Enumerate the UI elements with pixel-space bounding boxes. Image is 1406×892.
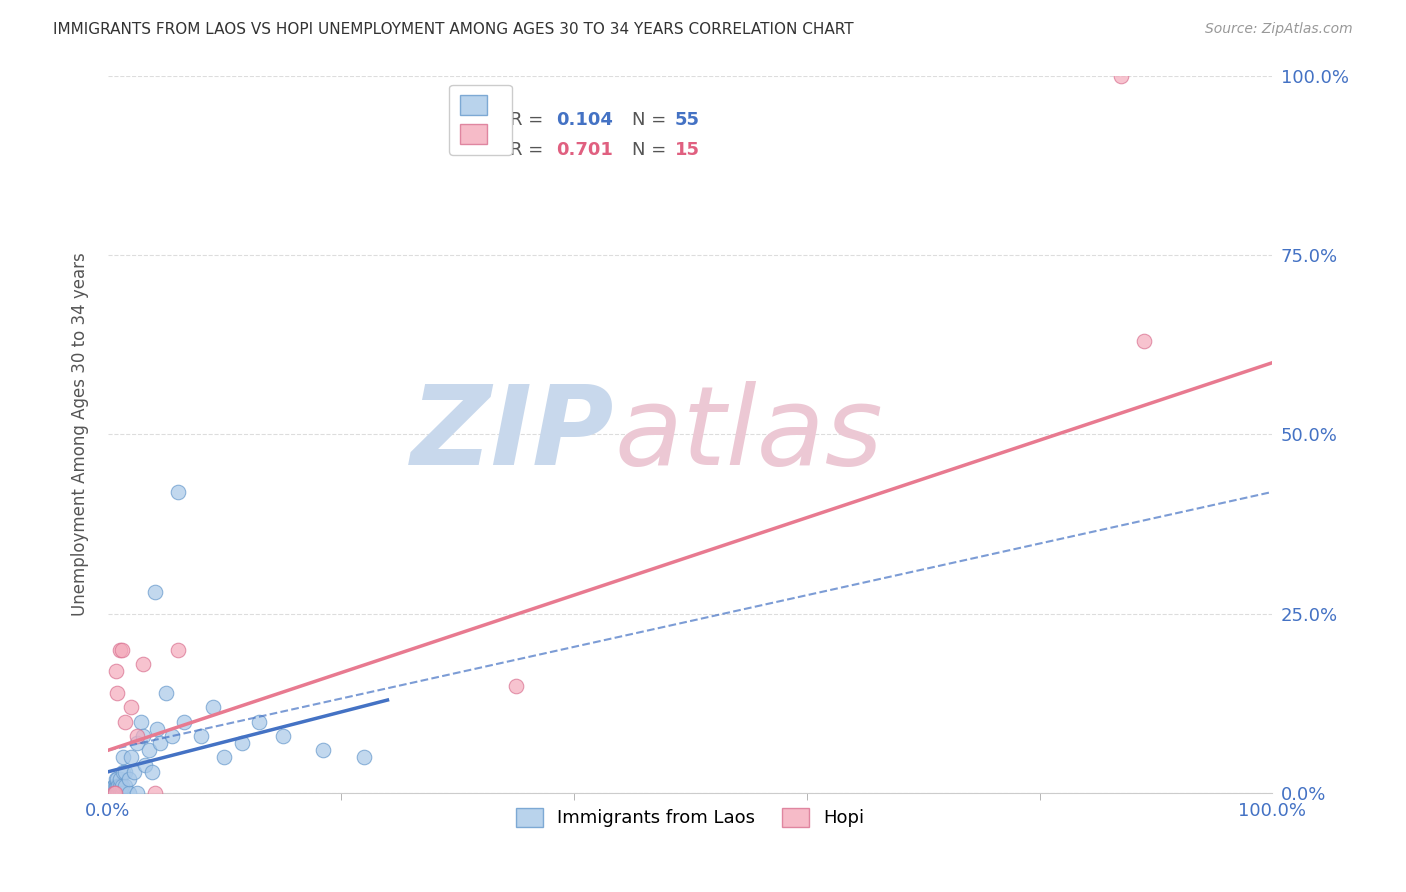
Point xyxy=(201,700,224,714)
Point xyxy=(190,729,212,743)
Point xyxy=(132,729,155,743)
Point xyxy=(105,786,128,800)
Point xyxy=(247,714,270,729)
Point xyxy=(143,585,166,599)
Point xyxy=(103,779,125,793)
Point xyxy=(127,786,149,800)
Point xyxy=(114,764,136,779)
Point xyxy=(108,779,131,793)
Point xyxy=(112,750,135,764)
Point xyxy=(1133,334,1156,348)
Text: atlas: atlas xyxy=(614,381,883,488)
Point xyxy=(146,722,169,736)
Point xyxy=(112,764,135,779)
Point xyxy=(103,786,125,800)
Point xyxy=(120,700,142,714)
Text: Source: ZipAtlas.com: Source: ZipAtlas.com xyxy=(1205,22,1353,37)
Point xyxy=(105,665,128,679)
Text: 0.701: 0.701 xyxy=(557,141,613,159)
Point xyxy=(105,786,128,800)
Point xyxy=(127,736,149,750)
Point xyxy=(107,779,129,793)
Point xyxy=(312,743,335,757)
Point xyxy=(114,779,136,793)
Text: 15: 15 xyxy=(675,141,700,159)
Legend: Immigrants from Laos, Hopi: Immigrants from Laos, Hopi xyxy=(509,801,872,835)
Point xyxy=(111,786,134,800)
Point xyxy=(103,786,125,800)
Point xyxy=(103,786,125,800)
Point xyxy=(149,736,172,750)
Text: IMMIGRANTS FROM LAOS VS HOPI UNEMPLOYMENT AMONG AGES 30 TO 34 YEARS CORRELATION : IMMIGRANTS FROM LAOS VS HOPI UNEMPLOYMEN… xyxy=(53,22,853,37)
Point xyxy=(105,779,128,793)
Point xyxy=(167,642,190,657)
Point xyxy=(108,786,131,800)
Point xyxy=(160,729,183,743)
Point xyxy=(103,786,125,800)
Point xyxy=(1109,69,1132,83)
Point xyxy=(103,786,125,800)
Text: N =: N = xyxy=(633,111,672,129)
Text: 0.104: 0.104 xyxy=(557,111,613,129)
Point xyxy=(105,772,128,786)
Point xyxy=(173,714,195,729)
Point xyxy=(118,786,141,800)
Text: R =: R = xyxy=(510,141,548,159)
Point xyxy=(104,786,127,800)
Point xyxy=(105,686,128,700)
Text: N =: N = xyxy=(633,141,672,159)
Point xyxy=(105,786,128,800)
Point xyxy=(108,642,131,657)
Point xyxy=(105,779,128,793)
Point xyxy=(214,750,236,764)
Point xyxy=(231,736,253,750)
Point xyxy=(111,779,134,793)
Point xyxy=(103,786,125,800)
Point xyxy=(127,729,149,743)
Point xyxy=(105,779,128,793)
Point xyxy=(107,786,129,800)
Point xyxy=(103,786,125,800)
Point xyxy=(129,714,152,729)
Y-axis label: Unemployment Among Ages 30 to 34 years: Unemployment Among Ages 30 to 34 years xyxy=(72,252,89,616)
Point xyxy=(134,757,156,772)
Point xyxy=(132,657,155,672)
Point xyxy=(138,743,160,757)
Point xyxy=(108,772,131,786)
Point xyxy=(103,786,125,800)
Point xyxy=(120,750,142,764)
Text: 55: 55 xyxy=(675,111,700,129)
Point xyxy=(271,729,294,743)
Point xyxy=(103,779,125,793)
Point xyxy=(122,764,145,779)
Point xyxy=(353,750,375,764)
Point xyxy=(103,786,125,800)
Text: R =: R = xyxy=(510,111,548,129)
Point xyxy=(167,484,190,499)
Point xyxy=(111,642,134,657)
Point xyxy=(105,772,128,786)
Point xyxy=(141,764,163,779)
Point xyxy=(114,714,136,729)
Point xyxy=(143,786,166,800)
Point xyxy=(505,679,527,693)
Point xyxy=(155,686,177,700)
Text: ZIP: ZIP xyxy=(411,381,614,488)
Point xyxy=(118,772,141,786)
